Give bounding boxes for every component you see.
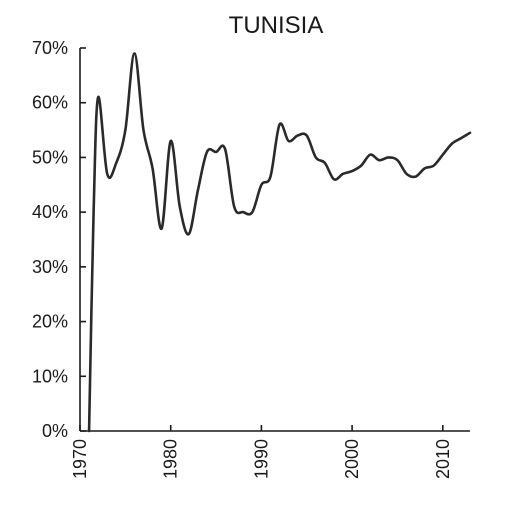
series-line xyxy=(87,52,472,433)
x-tick-label: 2010 xyxy=(433,439,453,479)
x-tick-label: 1990 xyxy=(251,439,271,479)
y-tick-label: 50% xyxy=(32,147,68,167)
x-tick-label: 1970 xyxy=(70,439,90,479)
y-tick-label: 60% xyxy=(32,93,68,113)
y-tick-label: 0% xyxy=(42,421,68,441)
y-tick-label: 20% xyxy=(32,312,68,332)
chart-title: TUNISIA xyxy=(229,12,324,39)
x-tick-label: 2000 xyxy=(342,439,362,479)
y-tick-label: 30% xyxy=(32,257,68,277)
y-tick-label: 10% xyxy=(32,366,68,386)
y-tick-label: 40% xyxy=(32,202,68,222)
y-axis-ticks: 0% 10% 20% 30% 40% 50% 60% 70% xyxy=(32,38,86,441)
y-tick-label: 70% xyxy=(32,38,68,58)
x-tick-label: 1980 xyxy=(161,439,181,479)
x-axis-ticks: 1970 1980 1990 2000 2010 xyxy=(70,425,453,479)
